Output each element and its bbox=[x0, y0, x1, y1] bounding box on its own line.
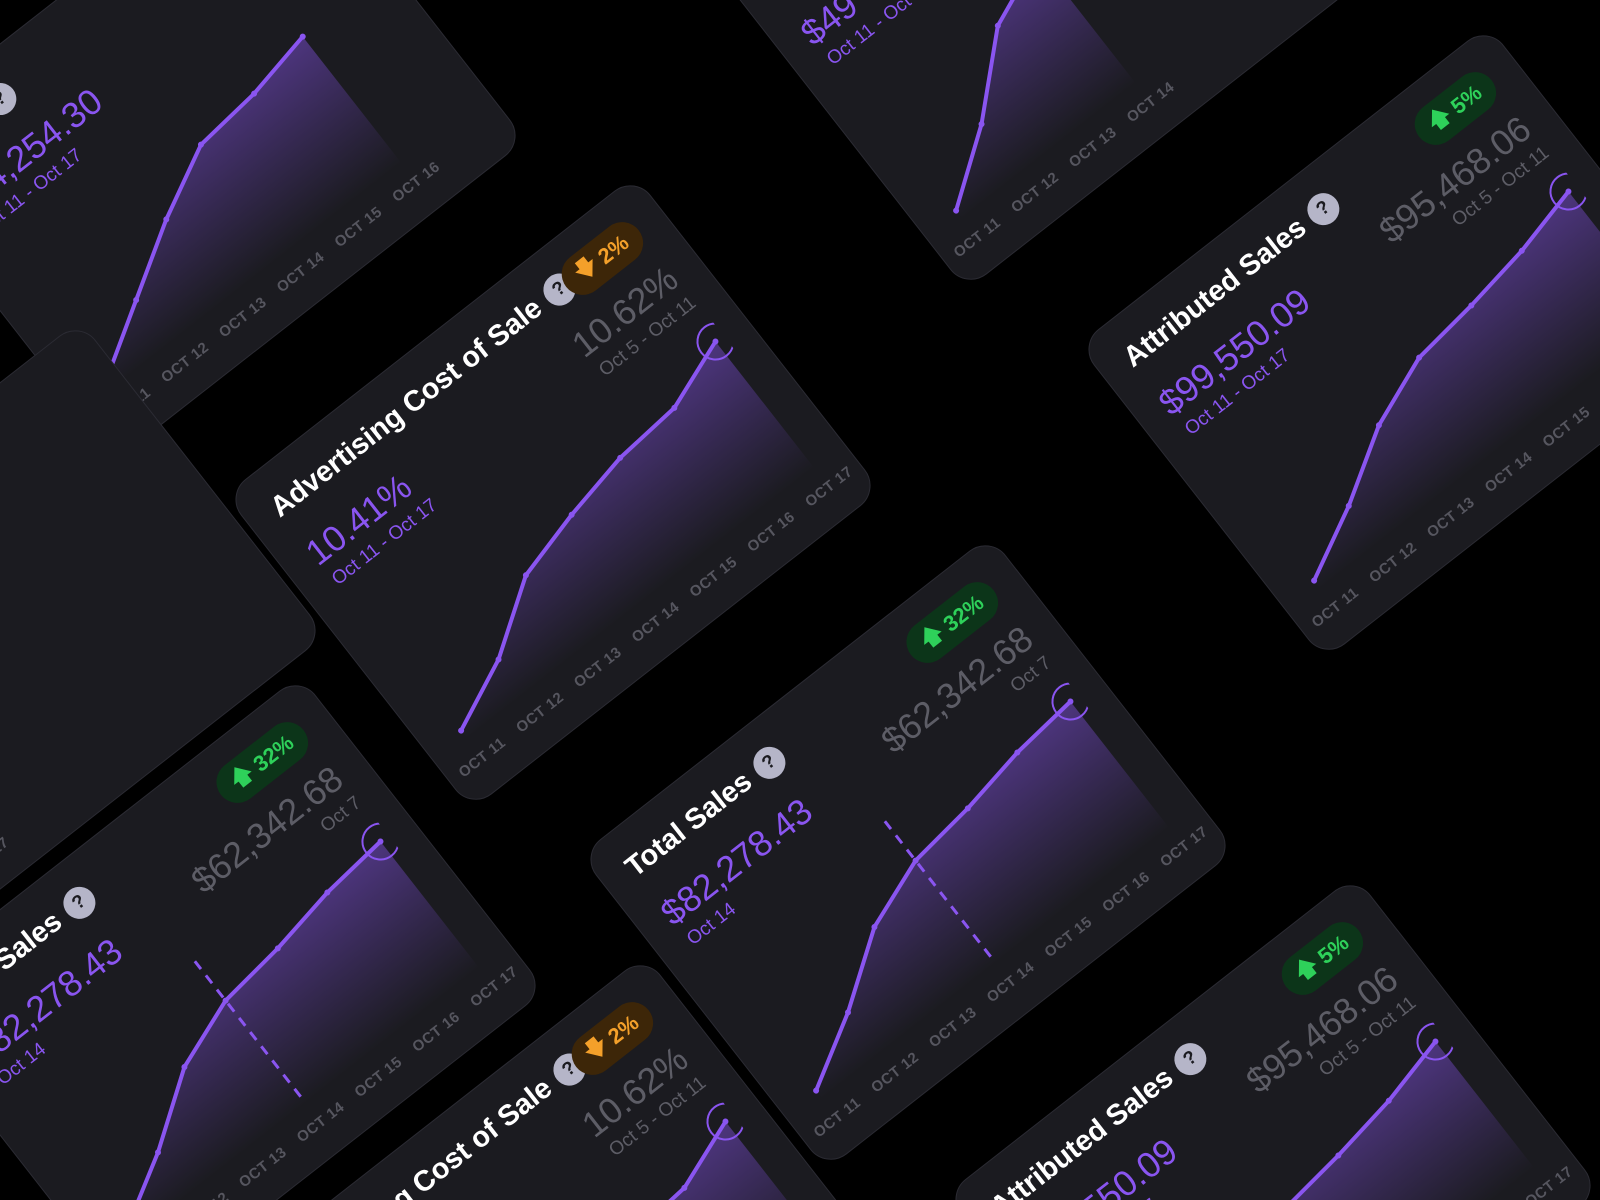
x-tick-label: OCT 17 bbox=[0, 833, 13, 882]
change-badge-text: 2% bbox=[592, 229, 634, 270]
chart-point[interactable] bbox=[162, 215, 170, 223]
chart-point[interactable] bbox=[670, 404, 678, 412]
metric-title: Attributed Sales? bbox=[984, 1036, 1213, 1200]
area-chart[interactable] bbox=[704, 680, 1177, 1105]
chart-area-fill bbox=[106, 36, 402, 389]
chart-point[interactable] bbox=[274, 944, 282, 952]
chart-area-fill bbox=[1314, 191, 1600, 589]
chart-point[interactable] bbox=[1431, 1037, 1439, 1045]
chart-series-line bbox=[954, 0, 1039, 212]
chart-point[interactable] bbox=[844, 1008, 852, 1016]
chart-point[interactable] bbox=[180, 1063, 188, 1071]
chart-point[interactable] bbox=[1066, 697, 1074, 705]
help-icon[interactable]: ? bbox=[746, 740, 792, 785]
chart-point[interactable] bbox=[1334, 1151, 1342, 1159]
area-chart[interactable] bbox=[14, 820, 487, 1200]
chart-point[interactable] bbox=[1564, 187, 1572, 195]
metric-card[interactable]: Advertising Cost of Sale?10.41%Oct 11 - … bbox=[225, 174, 882, 811]
help-icon[interactable]: ? bbox=[1300, 186, 1346, 231]
area-chart[interactable] bbox=[1202, 170, 1600, 595]
chart-point[interactable] bbox=[711, 337, 719, 345]
change-badge-text: 5% bbox=[1445, 79, 1487, 120]
chart-point[interactable] bbox=[812, 1086, 820, 1094]
chart-point[interactable] bbox=[376, 837, 384, 845]
chart-point[interactable] bbox=[1518, 247, 1526, 255]
chart-point[interactable] bbox=[1375, 421, 1383, 429]
chart-point[interactable] bbox=[1345, 502, 1353, 510]
chart-point[interactable] bbox=[154, 1148, 162, 1156]
chart-point[interactable] bbox=[721, 1117, 729, 1125]
chart-point[interactable] bbox=[298, 32, 306, 40]
chart-point[interactable] bbox=[977, 120, 985, 128]
chart-point[interactable] bbox=[457, 726, 465, 734]
chart-point[interactable] bbox=[1415, 353, 1423, 361]
chart-point[interactable] bbox=[1385, 1097, 1393, 1105]
chart-point[interactable] bbox=[567, 511, 575, 519]
area-chart[interactable] bbox=[844, 0, 1317, 225]
metric-card[interactable]: Advertising Cost of Sale?10.41%Oct 11 - … bbox=[235, 954, 892, 1200]
chart-point[interactable] bbox=[323, 888, 331, 896]
chart-point[interactable] bbox=[1310, 576, 1318, 584]
chart-point[interactable] bbox=[522, 571, 530, 579]
chart-point[interactable] bbox=[911, 856, 919, 864]
help-icon[interactable]: ? bbox=[0, 76, 23, 122]
chart-area-fill bbox=[461, 341, 814, 739]
chart-point[interactable] bbox=[221, 996, 229, 1004]
metric-card[interactable]: Total Sales? $82,278.43 Oct 14 🡅 32% $62,342.… bbox=[0, 674, 547, 1200]
chart-point[interactable] bbox=[964, 804, 972, 812]
help-icon[interactable]: ? bbox=[1167, 1036, 1213, 1081]
chart-point[interactable] bbox=[616, 454, 624, 462]
chart-point[interactable] bbox=[952, 206, 960, 214]
chart-series-line bbox=[104, 35, 305, 382]
area-chart[interactable] bbox=[349, 320, 822, 745]
change-badge-text: 32% bbox=[248, 729, 299, 777]
metric-card[interactable]: Total Sales? $82,278.43 Oct 14 🡅 32% $62,342.… bbox=[580, 534, 1237, 1171]
help-icon[interactable]: ? bbox=[56, 880, 102, 925]
chart-point[interactable] bbox=[1467, 301, 1475, 309]
chart-point[interactable] bbox=[1013, 748, 1021, 756]
chart-area-fill bbox=[956, 0, 1136, 219]
chart-point[interactable] bbox=[197, 140, 205, 148]
change-badge-text: 32% bbox=[938, 589, 989, 637]
chart-point[interactable] bbox=[994, 21, 1002, 29]
change-badge-text: 5% bbox=[1312, 929, 1354, 970]
chart-area-fill bbox=[126, 841, 479, 1200]
chart-point[interactable] bbox=[870, 923, 878, 931]
chart-area-fill bbox=[816, 701, 1169, 1099]
area-chart[interactable] bbox=[1069, 1020, 1542, 1200]
chart-point[interactable] bbox=[680, 1184, 688, 1192]
chart-point[interactable] bbox=[494, 655, 502, 663]
chart-point[interactable] bbox=[250, 89, 258, 97]
chart-area-fill bbox=[1181, 1041, 1534, 1200]
change-badge-text: 2% bbox=[602, 1009, 644, 1050]
chart-point[interactable] bbox=[132, 296, 140, 304]
